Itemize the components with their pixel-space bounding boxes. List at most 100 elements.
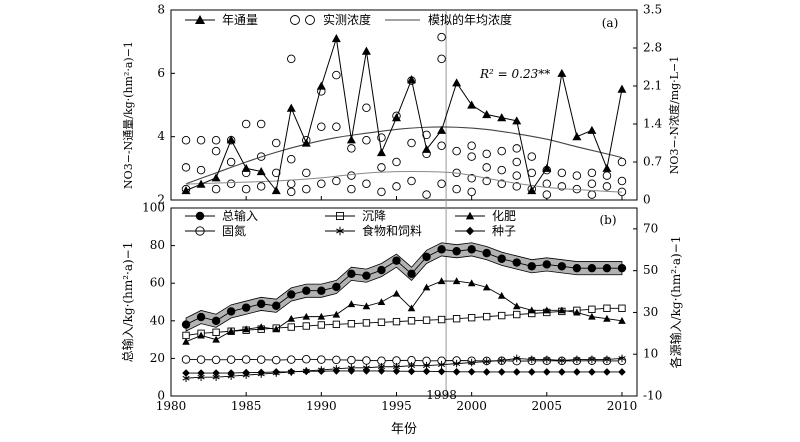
food-feed-point xyxy=(528,355,536,364)
measured-concentration-point xyxy=(287,187,296,197)
measured-concentration-point xyxy=(392,182,401,191)
fertilizer-point xyxy=(362,302,371,310)
deposition-point xyxy=(212,328,220,336)
annual-flux-point xyxy=(256,167,266,176)
fertilizer-point xyxy=(618,317,626,324)
a-right-axis-tick-label: 0 xyxy=(643,193,651,207)
fertilizer-point xyxy=(257,323,265,331)
a-right-axis-title: NO3−-N浓度/mg·L−1 xyxy=(667,56,681,174)
fertilizer-point xyxy=(347,300,356,308)
plot-frame-a xyxy=(170,9,638,201)
x-tick-label: 1990 xyxy=(306,399,337,413)
seed-point xyxy=(527,368,536,376)
b-left-axis-tick-label: 0 xyxy=(157,389,165,403)
legend-label-fixation: 固氮 xyxy=(222,223,246,238)
seed-point xyxy=(422,367,431,376)
deposition-point xyxy=(287,323,295,331)
total-input-point xyxy=(287,290,296,299)
b-right-axis-tick-label: 10 xyxy=(643,347,658,361)
b-left-axis-tick-label: 80 xyxy=(150,238,165,252)
measured-concentration-point xyxy=(467,174,476,183)
fertilizer-point xyxy=(302,312,311,320)
fertilizer-point xyxy=(558,306,566,314)
a-left-axis-title: NO3−-N通量/kg·(hm²·a)−1 xyxy=(122,41,135,189)
a-right-axis-tick-label: 3.5 xyxy=(643,3,662,17)
fixation-point xyxy=(287,355,296,364)
deposition-point xyxy=(347,320,356,328)
fertilizer-point xyxy=(422,283,431,291)
seed-point xyxy=(407,367,416,376)
fertilizer-point xyxy=(573,308,581,316)
measured-concentration-point xyxy=(347,144,356,153)
legend-label-seed: 种子 xyxy=(492,224,516,238)
deposition-point xyxy=(603,304,611,312)
fertilizer-point xyxy=(543,306,551,314)
annual-flux-point xyxy=(482,110,492,119)
annual-flux-point xyxy=(181,186,191,195)
total-input-point xyxy=(467,245,476,254)
total-input-point xyxy=(617,263,627,273)
total-input-point xyxy=(302,286,311,295)
a-right-axis-tick-label: 1.4 xyxy=(643,117,662,131)
measured-concentration-point xyxy=(271,168,281,178)
seed-point xyxy=(482,368,491,376)
food-feed-point xyxy=(573,355,581,364)
measured-concentration-point xyxy=(362,179,371,188)
measured-concentration-point xyxy=(287,54,296,64)
b-right-axis-tick-label: -10 xyxy=(643,389,662,403)
deposition-point xyxy=(317,321,326,329)
annual-flux-point xyxy=(316,81,326,90)
seed-line xyxy=(186,370,622,374)
annual-flux-point xyxy=(467,100,477,109)
measured-concentration-point xyxy=(542,190,552,199)
food-feed-point xyxy=(588,355,596,364)
total-input-band xyxy=(185,242,623,332)
x-axis-label: 年份 xyxy=(391,422,417,437)
a-left-axis-tick-label: 8 xyxy=(157,3,165,17)
annual-flux-point xyxy=(527,186,537,195)
food-feed-line xyxy=(186,357,622,379)
legend-label-concentration: 实测浓度 xyxy=(323,12,371,27)
deposition-point xyxy=(332,320,341,329)
measured-concentration-point xyxy=(362,136,371,145)
fertilizer-point xyxy=(512,302,521,310)
deposition-point xyxy=(392,317,401,326)
deposition-point xyxy=(362,319,371,327)
annual-flux-point xyxy=(407,75,417,84)
annual-flux-point xyxy=(391,113,401,122)
measured-concentration-point xyxy=(377,163,386,172)
seed-point xyxy=(452,367,461,376)
measured-concentration-point xyxy=(467,152,476,161)
measured-concentration-point xyxy=(467,141,476,150)
measured-concentration-point xyxy=(181,136,191,145)
annual-flux-point xyxy=(617,84,627,93)
measured-concentration-point xyxy=(512,157,521,167)
total-input-point xyxy=(437,245,446,254)
annual-flux-point xyxy=(361,46,371,55)
measured-concentration-point xyxy=(557,168,567,178)
r-squared-annotation: R² = 0.23** xyxy=(479,67,550,81)
food-feed-point xyxy=(438,360,446,369)
measured-concentration-point xyxy=(497,179,506,188)
b-right-axis-tick-label: 50 xyxy=(643,263,658,277)
total-input-point xyxy=(181,320,191,329)
seed-point xyxy=(437,367,446,376)
measured-concentration-point xyxy=(587,179,597,188)
measured-concentration-point xyxy=(602,171,612,180)
measured-concentration-point xyxy=(211,184,221,194)
simulated-concentration-line xyxy=(185,126,623,185)
fertilizer-point xyxy=(603,314,611,322)
deposition-point xyxy=(407,317,416,325)
measured-concentration-point xyxy=(302,184,311,194)
measured-concentration-point xyxy=(497,165,506,175)
measured-concentration-point xyxy=(572,171,582,180)
measured-concentration-point xyxy=(392,157,401,167)
annual-flux-point xyxy=(542,163,552,172)
measured-concentration-point xyxy=(196,136,206,145)
measured-concentration-point xyxy=(422,190,431,199)
deposition-point xyxy=(482,312,491,321)
seed-point xyxy=(242,368,250,377)
measured-concentration-point xyxy=(497,146,506,156)
seed-point xyxy=(392,367,401,375)
annual-flux-point xyxy=(331,34,341,43)
